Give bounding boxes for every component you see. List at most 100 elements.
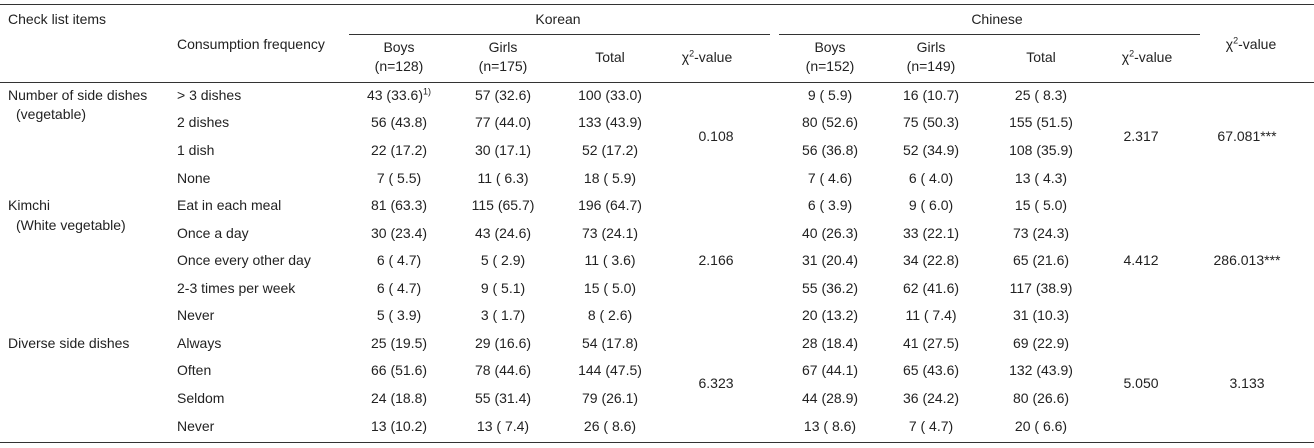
- overall-chi-value: 67.081***: [1217, 128, 1277, 144]
- chinese-total-cell: 31 (10.3): [1012, 307, 1070, 323]
- chinese-total-cell: 132 (43.9): [1009, 362, 1073, 378]
- header-korean-boys-n: (n=128): [374, 58, 424, 74]
- korean-chi-value: 2.166: [698, 252, 734, 268]
- korean-total-cell: 15 ( 5.0): [583, 280, 637, 296]
- frequency-label: Once a day: [177, 225, 249, 241]
- chinese-girls-cell: 34 (22.8): [902, 252, 960, 268]
- chi-value-label: -value: [1238, 36, 1277, 52]
- korean-boys-cell: 13 (10.2): [370, 418, 428, 434]
- chinese-girls-cell: 11 ( 7.4): [905, 307, 957, 323]
- korean-boys-cell: 30 (23.4): [370, 225, 428, 241]
- chinese-girls-cell: 75 (50.3): [902, 114, 960, 130]
- korean-total-cell: 79 (26.1): [581, 390, 639, 406]
- chi-superscript: 2: [1233, 35, 1239, 46]
- chinese-chi-value: 2.317: [1123, 128, 1159, 144]
- chinese-boys-cell: 55 (36.2): [801, 280, 859, 296]
- chinese-span-rule: [779, 34, 1200, 35]
- chinese-boys-cell: 20 (13.2): [801, 307, 859, 323]
- korean-boys-cell: 24 (18.8): [370, 390, 428, 406]
- chinese-girls-cell: 41 (27.5): [902, 335, 960, 351]
- overall-chi-value: 286.013***: [1213, 252, 1281, 268]
- header-chinese: Chinese: [971, 11, 1023, 27]
- chinese-girls-cell: 9 ( 6.0): [908, 197, 954, 213]
- header-chinese-chi: χ2-value: [1122, 49, 1173, 65]
- korean-boys-cell: 81 (63.3): [370, 197, 428, 213]
- header-overall-chi: χ2-value: [1226, 36, 1277, 52]
- chi-symbol: χ: [1225, 36, 1234, 52]
- korean-boys-cell: 6 ( 4.7): [376, 280, 422, 296]
- item-label: Kimchi: [8, 197, 51, 213]
- chinese-girls-cell: 33 (22.1): [902, 225, 960, 241]
- chinese-boys-cell: 28 (18.4): [801, 335, 859, 351]
- header-chinese-total: Total: [1026, 49, 1056, 65]
- korean-girls-cell: 29 (16.6): [474, 335, 532, 351]
- korean-chi-value: 0.108: [698, 128, 734, 144]
- chinese-girls-cell: 52 (34.9): [902, 142, 960, 158]
- korean-total-cell: 11 ( 3.6): [584, 252, 636, 268]
- chi-symbol: χ: [1121, 49, 1130, 65]
- header-korean-total: Total: [595, 49, 625, 65]
- header-chinese-girls-n: (n=149): [906, 58, 956, 74]
- korean-total-cell: 54 (17.8): [581, 335, 639, 351]
- chinese-total-cell: 155 (51.5): [1009, 114, 1073, 130]
- chinese-boys-cell: 6 ( 3.9): [807, 197, 853, 213]
- korean-boys-cell: 6 ( 4.7): [376, 252, 422, 268]
- chinese-total-cell: 108 (35.9): [1009, 142, 1073, 158]
- chinese-girls-cell: 62 (41.6): [902, 280, 960, 296]
- chi-superscript: 2: [689, 48, 695, 59]
- chinese-boys-cell: 7 ( 4.6): [807, 170, 853, 186]
- chinese-total-cell: 73 (24.3): [1012, 225, 1070, 241]
- korean-span-rule: [349, 34, 770, 35]
- bottom-rule: [0, 442, 1314, 443]
- frequency-label: Often: [177, 362, 212, 378]
- frequency-label: Once every other day: [177, 252, 311, 268]
- chi-value-label: -value: [694, 49, 733, 65]
- frequency-label: Seldom: [177, 390, 225, 406]
- header-korean-girls-n: (n=175): [478, 58, 528, 74]
- header-korean-chi: χ2-value: [682, 49, 733, 65]
- header-chinese-boys: Boys: [814, 39, 846, 55]
- frequency-label: Never: [177, 418, 215, 434]
- korean-boys-cell: 7 ( 5.5): [376, 170, 422, 186]
- korean-girls-cell: 77 (44.0): [474, 114, 532, 130]
- header-korean: Korean: [535, 11, 581, 27]
- korean-total-cell: 52 (17.2): [581, 142, 639, 158]
- korean-boys-cell: 43 (33.6)1): [366, 86, 432, 103]
- korean-girls-cell: 11 ( 6.3): [477, 170, 529, 186]
- item-label: Diverse side dishes: [8, 335, 130, 351]
- korean-girls-cell: 115 (65.7): [471, 197, 535, 213]
- korean-total-cell: 8 ( 2.6): [587, 307, 633, 323]
- header-consumption-frequency: Consumption frequency: [177, 36, 325, 52]
- item-label: Number of side dishes: [8, 87, 148, 103]
- frequency-label: 1 dish: [177, 142, 215, 158]
- korean-girls-cell: 57 (32.6): [474, 87, 532, 103]
- korean-total-cell: 100 (33.0): [578, 87, 642, 103]
- chinese-chi-value: 5.050: [1123, 375, 1159, 391]
- chinese-total-cell: 117 (38.9): [1009, 280, 1073, 296]
- chinese-girls-cell: 65 (43.6): [902, 362, 960, 378]
- header-korean-girls: Girls: [488, 39, 518, 55]
- chinese-boys-cell: 44 (28.9): [801, 390, 859, 406]
- chinese-boys-cell: 67 (44.1): [801, 362, 859, 378]
- korean-girls-cell: 55 (31.4): [474, 390, 532, 406]
- korean-girls-cell: 5 ( 2.9): [480, 252, 526, 268]
- header-chinese-boys-n: (n=152): [805, 58, 855, 74]
- chinese-boys-cell: 9 ( 5.9): [807, 87, 853, 103]
- chinese-boys-cell: 13 ( 8.6): [803, 418, 857, 434]
- korean-boys-cell: 5 ( 3.9): [376, 307, 422, 323]
- chinese-boys-cell: 40 (26.3): [801, 225, 859, 241]
- korean-girls-cell: 9 ( 5.1): [480, 280, 526, 296]
- chinese-boys-cell: 80 (52.6): [801, 114, 859, 130]
- chinese-girls-cell: 7 ( 4.7): [908, 418, 954, 434]
- korean-total-cell: 196 (64.7): [578, 197, 642, 213]
- chinese-chi-value: 4.412: [1123, 252, 1159, 268]
- frequency-label: Always: [177, 335, 222, 351]
- overall-chi-value: 3.133: [1229, 375, 1265, 391]
- chinese-total-cell: 13 ( 4.3): [1014, 170, 1068, 186]
- korean-total-cell: 18 ( 5.9): [583, 170, 637, 186]
- chinese-total-cell: 20 ( 6.6): [1014, 418, 1068, 434]
- korean-total-cell: 26 ( 8.6): [583, 418, 637, 434]
- chi-value-label: -value: [1134, 49, 1173, 65]
- chinese-boys-cell: 56 (36.8): [801, 142, 859, 158]
